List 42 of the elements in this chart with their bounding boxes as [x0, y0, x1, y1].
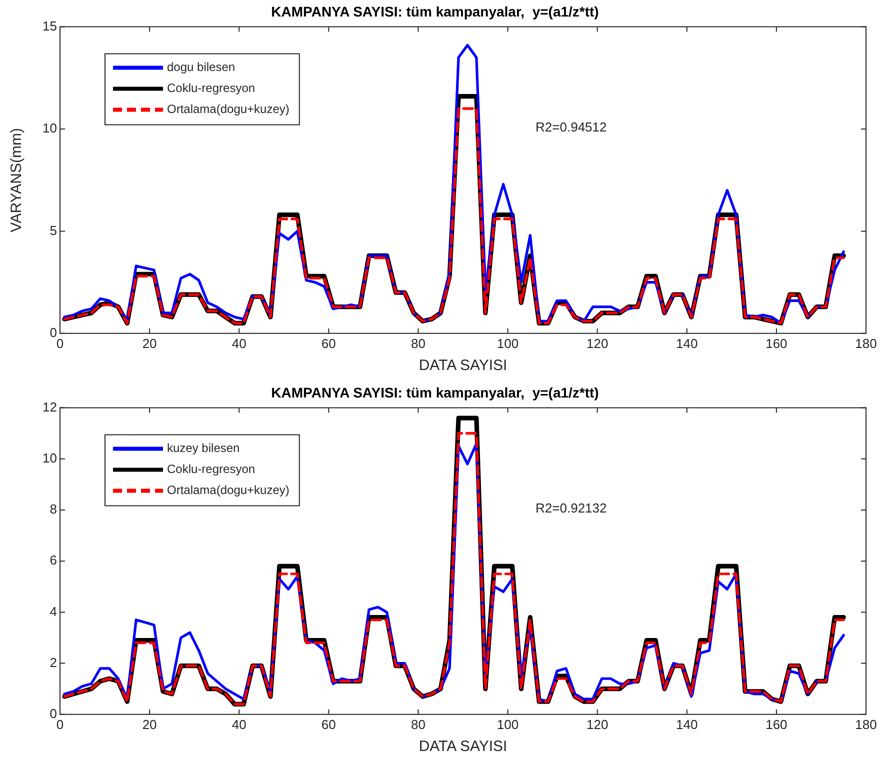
y-tick-label: 4: [50, 604, 57, 619]
x-tick-label: 20: [142, 336, 157, 351]
y-tick-label: 8: [50, 502, 57, 517]
x-axis-title: DATA SAYISI: [418, 357, 508, 374]
x-tick-label: 160: [766, 716, 788, 732]
x-tick-label: 140: [676, 336, 698, 351]
x-tick-label: 100: [496, 336, 519, 351]
x-tick-label: 180: [855, 336, 877, 351]
y-tick-label: 5: [50, 222, 57, 238]
annotation: R2=0.94512: [536, 120, 607, 135]
y-tick-label: 0: [50, 324, 57, 340]
x-tick-label: 60: [321, 336, 336, 351]
x-tick-label: 40: [232, 336, 246, 351]
x-tick-label: 20: [142, 716, 157, 732]
x-tick-label: 120: [586, 336, 608, 351]
annotation: R2=0.92132: [536, 500, 607, 516]
y-tick-label: 2: [50, 654, 57, 670]
legend-label: Coklu-regresyon: [167, 81, 256, 96]
legend-label: Ortalama(dogu+kuzey): [167, 102, 290, 116]
chart-title: KAMPANYA SAYISI: tüm kampanyalar, y=(a1/z*tt): [271, 3, 599, 20]
y-axis-title: VARYANS(mm): [8, 128, 26, 232]
legend-label: Ortalama(dogu+kuzey): [167, 483, 290, 498]
x-tick-label: 160: [766, 336, 788, 351]
x-tick-label: 40: [232, 716, 246, 732]
legend-label: kuzey bilesen: [167, 441, 240, 456]
x-tick-label: 180: [855, 716, 877, 732]
x-tick-label: 80: [410, 716, 426, 732]
y-tick-label: 6: [50, 552, 57, 568]
x-tick-label: 100: [496, 716, 519, 732]
legend-label: Coklu-regresyon: [167, 462, 256, 476]
legend-label: dogu bilesen: [167, 60, 236, 74]
y-tick-label: 10: [42, 450, 57, 466]
x-tick-label: 120: [586, 716, 608, 732]
y-tick-label: 10: [42, 120, 57, 136]
chart-title: KAMPANYA SAYISI: tüm kampanyalar, y=(a1/z*tt): [271, 384, 599, 400]
x-tick-label: 140: [676, 716, 698, 732]
x-tick-label: 80: [410, 336, 426, 351]
y-tick-label: 0: [50, 706, 57, 721]
y-tick-label: 12: [42, 399, 57, 414]
y-tick-label: 15: [42, 18, 57, 34]
x-axis-title: DATA SAYISI: [418, 738, 508, 756]
x-tick-label: 60: [321, 716, 336, 732]
